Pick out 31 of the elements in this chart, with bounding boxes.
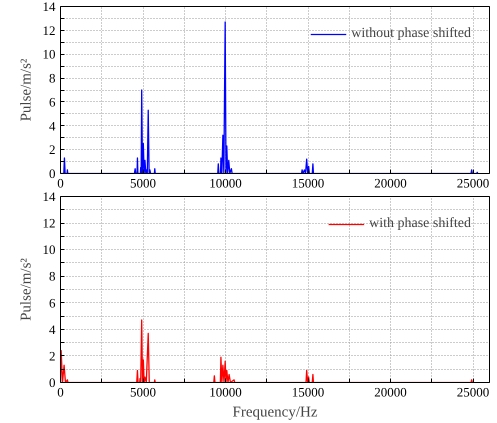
y-tick-label: 4	[49, 118, 56, 134]
y-tick-label: 0	[49, 375, 56, 390]
y-tick-label: 12	[42, 216, 56, 231]
y-tick-label: 8	[49, 70, 56, 86]
x-tick-label: 10000	[209, 176, 242, 190]
y-axis-title: Pulse/m/s²	[18, 258, 34, 321]
y-tick-label: 4	[49, 322, 56, 337]
x-tick-label: 25000	[456, 176, 490, 190]
y-axis-title: Pulse/m/s²	[18, 58, 34, 122]
legend-label: without phase shifted	[351, 26, 471, 42]
y-tick-label: 10	[42, 242, 56, 258]
x-tick-label: 20000	[374, 384, 407, 400]
y-tick-label: 12	[42, 22, 56, 38]
x-tick-label: 10000	[209, 384, 242, 400]
x-tick-label: 5000	[130, 384, 156, 400]
x-tick-label: 15000	[292, 384, 324, 400]
x-axis-title: Frequency/Hz	[232, 404, 318, 420]
y-tick-label: 14	[42, 0, 56, 14]
x-tick-label: 15000	[292, 176, 324, 190]
y-tick-label: 0	[49, 166, 56, 181]
y-tick-label: 8	[49, 268, 56, 284]
x-tick-label: 5000	[130, 176, 156, 190]
y-tick-label: 10	[42, 46, 56, 62]
y-tick-label: 6	[49, 295, 56, 310]
legend-label: with phase shifted	[369, 216, 471, 232]
y-tick-label: 2	[49, 142, 56, 158]
x-tick-label: 20000	[374, 176, 407, 190]
y-tick-label: 14	[42, 189, 56, 204]
y-tick-label: 2	[49, 348, 56, 364]
y-tick-label: 6	[49, 94, 56, 110]
x-tick-label: 25000	[456, 384, 490, 400]
